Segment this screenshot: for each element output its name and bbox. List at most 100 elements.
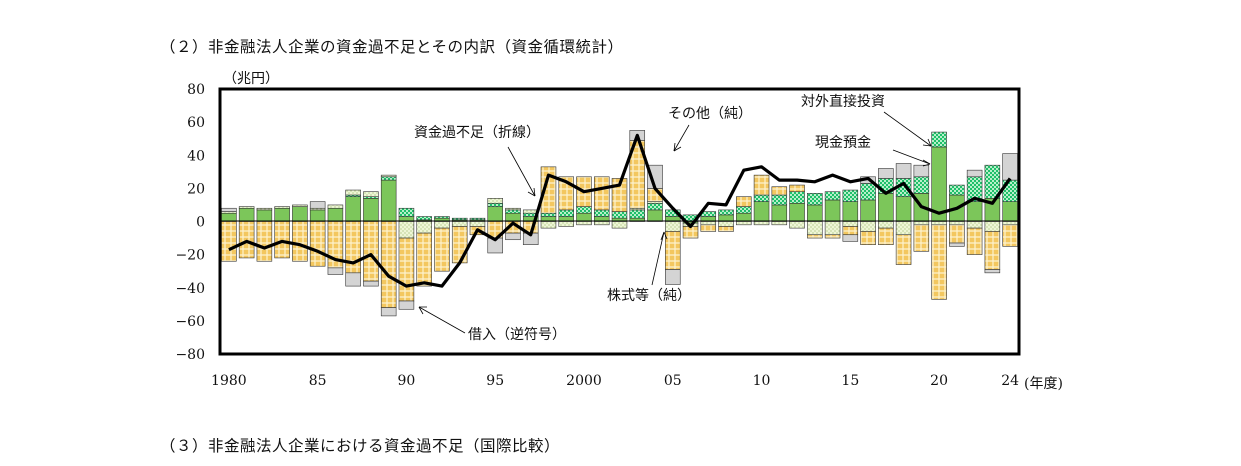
bar-fdi: [558, 209, 574, 217]
bar-cash-deposits: [860, 199, 876, 222]
bar-borrowing: [913, 224, 930, 252]
bar-stocks: [451, 221, 468, 227]
y-tick-label: 0: [196, 215, 205, 231]
bar-fdi: [842, 189, 859, 202]
bar-cash-deposits: [345, 196, 361, 222]
bar-stocks: [292, 204, 308, 207]
bar-fdi: [469, 217, 486, 221]
y-tick-label: 40: [187, 148, 205, 164]
bar-borrowing: [665, 231, 681, 270]
bar-cash-deposits: [753, 201, 770, 222]
annotation-cash: 現金預金: [815, 135, 871, 151]
bar-cash-deposits: [256, 209, 273, 222]
bar-cash-deposits: [824, 199, 841, 222]
bar-stocks: [753, 221, 770, 226]
bar-borrowing: [1002, 224, 1018, 247]
bar-fdi: [860, 183, 876, 201]
y-tick-label: −60: [175, 314, 205, 330]
x-tick-label: 95: [486, 373, 504, 389]
annotation-shortfall: 資金過不足（折線）: [414, 125, 540, 141]
y-tick-label: −20: [175, 248, 205, 264]
bar-cash-deposits: [576, 212, 592, 222]
bar-other: [221, 207, 237, 212]
bar-borrowing: [345, 221, 361, 274]
bar-cash-deposits: [274, 207, 290, 222]
bar-borrowing: [807, 234, 823, 239]
bar-borrowing: [878, 227, 894, 245]
bar-borrowing: [966, 227, 983, 255]
bar-borrowing: [700, 224, 717, 232]
bar-stocks: [842, 221, 859, 227]
bar-fdi: [540, 212, 557, 217]
annotation-fdi: 対外直接投資: [801, 93, 885, 110]
bar-borrowing: [451, 226, 468, 264]
bar-fdi: [824, 191, 841, 201]
bar-fdi: [380, 176, 397, 181]
bar-stocks: [327, 204, 344, 209]
bar-other: [398, 300, 415, 310]
bar-stocks: [238, 206, 255, 209]
x-tick-label: 15: [841, 373, 859, 389]
bar-other: [966, 169, 983, 178]
bar-borrowing: [238, 221, 255, 259]
bar-fdi: [807, 193, 823, 206]
bar-borrowing: [593, 176, 610, 211]
bar-fdi: [949, 184, 965, 196]
bar-stocks: [789, 221, 805, 229]
bar-borrowing: [931, 224, 947, 300]
bar-stocks: [771, 221, 788, 226]
bar-borrowing: [842, 226, 859, 236]
bar-fdi: [434, 216, 450, 219]
bar-cash-deposits: [487, 206, 503, 222]
bar-other: [380, 307, 397, 317]
y-tick-label: −80: [175, 347, 205, 363]
bar-other: [309, 201, 326, 209]
bar-cash-deposits: [771, 204, 788, 222]
x-tick-label: 10: [753, 373, 771, 389]
x-tick-label: 2000: [566, 373, 602, 389]
y-tick-label: −40: [175, 281, 205, 297]
bar-stocks: [593, 221, 610, 226]
bar-other: [505, 232, 521, 241]
bar-stocks: [736, 221, 752, 226]
bar-stocks: [1002, 221, 1018, 226]
bar-fdi: [771, 194, 788, 206]
x-axis-label: (年度): [1024, 376, 1063, 392]
bar-borrowing: [380, 221, 397, 308]
bar-borrowing: [860, 231, 876, 245]
bar-fdi: [629, 209, 646, 219]
bar-borrowing: [984, 231, 1001, 270]
y-tick-label: 20: [187, 181, 205, 197]
bar-borrowing: [753, 174, 770, 196]
bar-stocks: [345, 189, 361, 196]
bar-stocks: [895, 221, 912, 236]
bar-cash-deposits: [327, 207, 344, 222]
bar-stocks: [611, 221, 628, 229]
bar-other: [842, 234, 859, 242]
bar-borrowing: [771, 186, 788, 196]
bar-cash-deposits: [878, 193, 894, 222]
bar-cash-deposits: [736, 212, 752, 222]
y-axis-ticks: 80 60 40 20 0 −20 −40 −60 −80: [175, 82, 205, 363]
bar-stocks: [949, 221, 965, 226]
bar-stocks: [860, 221, 876, 232]
bar-stocks: [416, 221, 432, 234]
bar-stocks: [718, 221, 734, 227]
bar-stocks: [931, 221, 947, 226]
bar-cash-deposits: [505, 212, 521, 222]
bar-fdi: [451, 217, 468, 221]
bar-stocks: [913, 221, 930, 226]
bar-stocks: [256, 207, 273, 211]
bar-other: [913, 164, 930, 178]
bar-borrowing: [274, 221, 290, 259]
bar-stocks: [540, 221, 557, 229]
bar-fdi: [931, 131, 947, 148]
bar-stocks: [487, 198, 503, 204]
x-tick-label: 20: [930, 373, 948, 389]
bar-fdi: [789, 191, 805, 204]
bar-stocks: [434, 221, 450, 229]
bar-other: [878, 168, 894, 179]
bar-stocks: [984, 221, 1001, 232]
bar-stocks: [558, 221, 574, 227]
